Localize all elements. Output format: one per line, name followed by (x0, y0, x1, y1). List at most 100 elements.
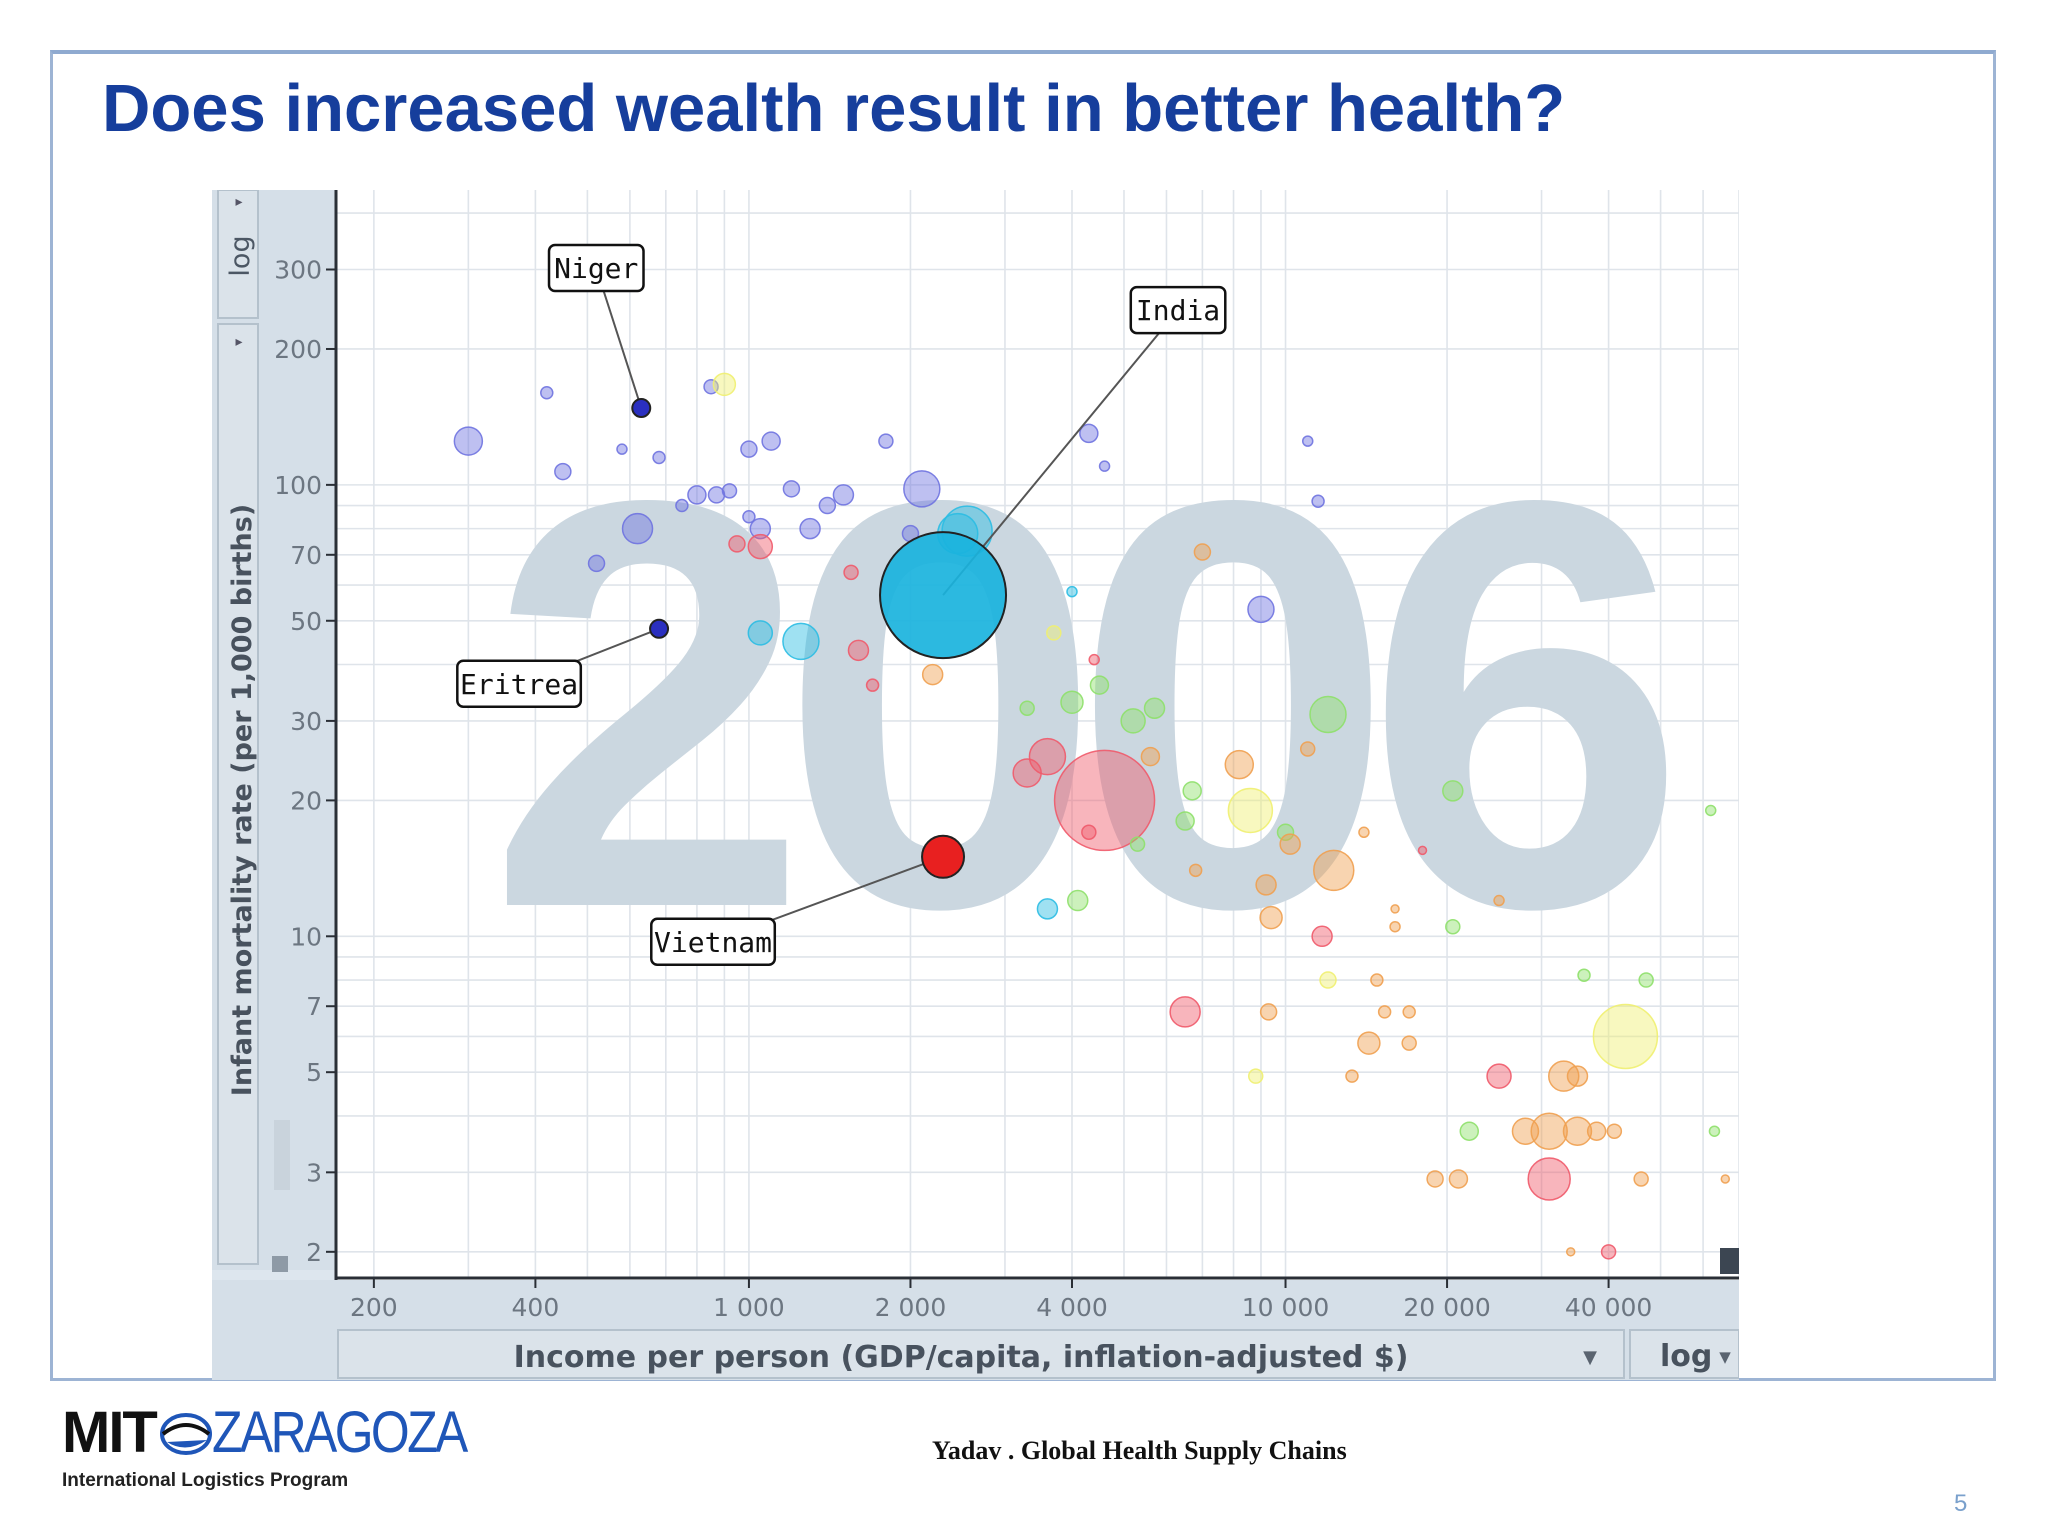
logo-subtitle: International Logistics Program (62, 1470, 349, 1491)
y-scale-label: log (225, 235, 256, 276)
bubble (1402, 1005, 1416, 1019)
bubble (1188, 863, 1203, 878)
highlighted-bubbles: Niger India Eritrea Vietnam (456, 243, 1227, 967)
bubble (1442, 780, 1464, 802)
bubble (1129, 836, 1146, 852)
logo-zaragoza-text: ZARAGOZA (212, 1400, 468, 1465)
x-tick-label: 20 000 (1403, 1293, 1490, 1322)
y-tick-label: 10 (290, 922, 322, 951)
y-ticks: 2 3 5 7 10 20 30 50 70 100 200 300 (274, 255, 336, 1267)
bubble (1493, 894, 1505, 907)
bubble (1586, 1121, 1607, 1141)
bubble (1527, 1157, 1571, 1201)
y-tick-label: 30 (290, 707, 322, 736)
y-scale-selector[interactable] (217, 190, 259, 319)
bubble-niger (631, 398, 652, 419)
bubble (1345, 1069, 1359, 1083)
label-box-india (1129, 285, 1227, 335)
bubble (1060, 690, 1084, 714)
bubble (1448, 1169, 1469, 1189)
page-number: 5 (1954, 1490, 1968, 1517)
bubble (1193, 543, 1212, 561)
bubble (903, 470, 941, 508)
bubble (1279, 833, 1301, 855)
x-ticks: 200 400 1 000 2 000 4 000 10 000 20 000 40 000 (350, 1278, 1652, 1322)
x-tick-label: 4 000 (1036, 1293, 1108, 1322)
bubble (782, 480, 801, 498)
plot-area (336, 190, 1739, 1280)
bubble (1708, 1125, 1721, 1137)
y-tick-label: 70 (290, 541, 322, 570)
bubble (747, 620, 774, 646)
x-scale-selector[interactable] (1629, 1329, 1739, 1379)
bubble (1227, 787, 1274, 834)
bubble (747, 533, 774, 560)
bubble (1066, 585, 1078, 598)
y-indicator-arrow-icon: ▸ (235, 334, 242, 350)
y-tick-label: 50 (290, 607, 322, 636)
y-indicator-selector[interactable] (217, 323, 259, 1265)
globe-icon (160, 1413, 212, 1455)
bubble (1299, 741, 1316, 757)
bubble (1259, 905, 1283, 930)
x-tick-label: 200 (350, 1293, 398, 1322)
bubble (1606, 1123, 1623, 1139)
bubble (1012, 758, 1042, 788)
bubble (587, 554, 606, 573)
bubble (1169, 996, 1201, 1028)
bubble (1566, 1065, 1589, 1087)
footer-text: Yadav . Global Health Supply Chains (932, 1436, 1347, 1465)
bubble (1175, 811, 1195, 831)
grid (336, 190, 1739, 1278)
bubble (1592, 1003, 1659, 1070)
bubble (1067, 889, 1089, 912)
bubble (554, 462, 572, 481)
bubble (1311, 925, 1333, 948)
bubble (1019, 700, 1035, 717)
bubble (847, 639, 870, 662)
bubble (453, 426, 484, 456)
bubble (1417, 845, 1428, 856)
bubble (761, 431, 781, 451)
y-scale-arrow-icon: ▸ (235, 194, 242, 210)
bubble (687, 485, 707, 505)
bubble (1224, 749, 1255, 780)
bubble-chart: ▸ log ▸ Infant mortality rate (per 1,000… (212, 190, 1739, 1380)
bubble (1276, 823, 1295, 842)
bubble (712, 372, 737, 397)
bubble (1098, 460, 1111, 472)
x-tick-label: 400 (512, 1293, 560, 1322)
x-indicator-selector[interactable] (337, 1329, 1625, 1379)
bubble (1309, 695, 1347, 734)
bubble (1143, 697, 1166, 720)
bubble (799, 517, 821, 540)
bubble (1486, 1063, 1512, 1089)
bubble (1445, 918, 1461, 935)
bubble (1357, 1031, 1381, 1055)
bubble (1370, 973, 1384, 987)
x-scale-dropdown-icon: ▼ (1719, 1348, 1731, 1366)
bubble (843, 564, 859, 581)
bubble (878, 433, 894, 449)
mit-zaragoza-logo: MIT ZARAGOZA International Logistics Pro… (62, 1404, 468, 1504)
label-box-vietnam (650, 917, 777, 967)
bubble (1036, 898, 1059, 920)
bubble-eritrea (649, 618, 670, 639)
bubble (540, 385, 554, 400)
bubble (1088, 653, 1100, 666)
resize-corner-icon[interactable] (1720, 1248, 1739, 1274)
bubble (1401, 1035, 1417, 1051)
bubble (1638, 972, 1654, 988)
bubble (1247, 1068, 1264, 1084)
bubble (621, 512, 654, 545)
bubble (675, 498, 689, 513)
bubble (652, 450, 666, 465)
bubble (1319, 971, 1337, 989)
bubble (1079, 423, 1099, 444)
bubble (1426, 1170, 1444, 1188)
label-niger: Niger (554, 252, 638, 285)
bubble (1255, 874, 1277, 896)
table-icon[interactable] (272, 1256, 288, 1272)
bubble (616, 443, 628, 455)
x-tick-label: 10 000 (1242, 1293, 1329, 1322)
